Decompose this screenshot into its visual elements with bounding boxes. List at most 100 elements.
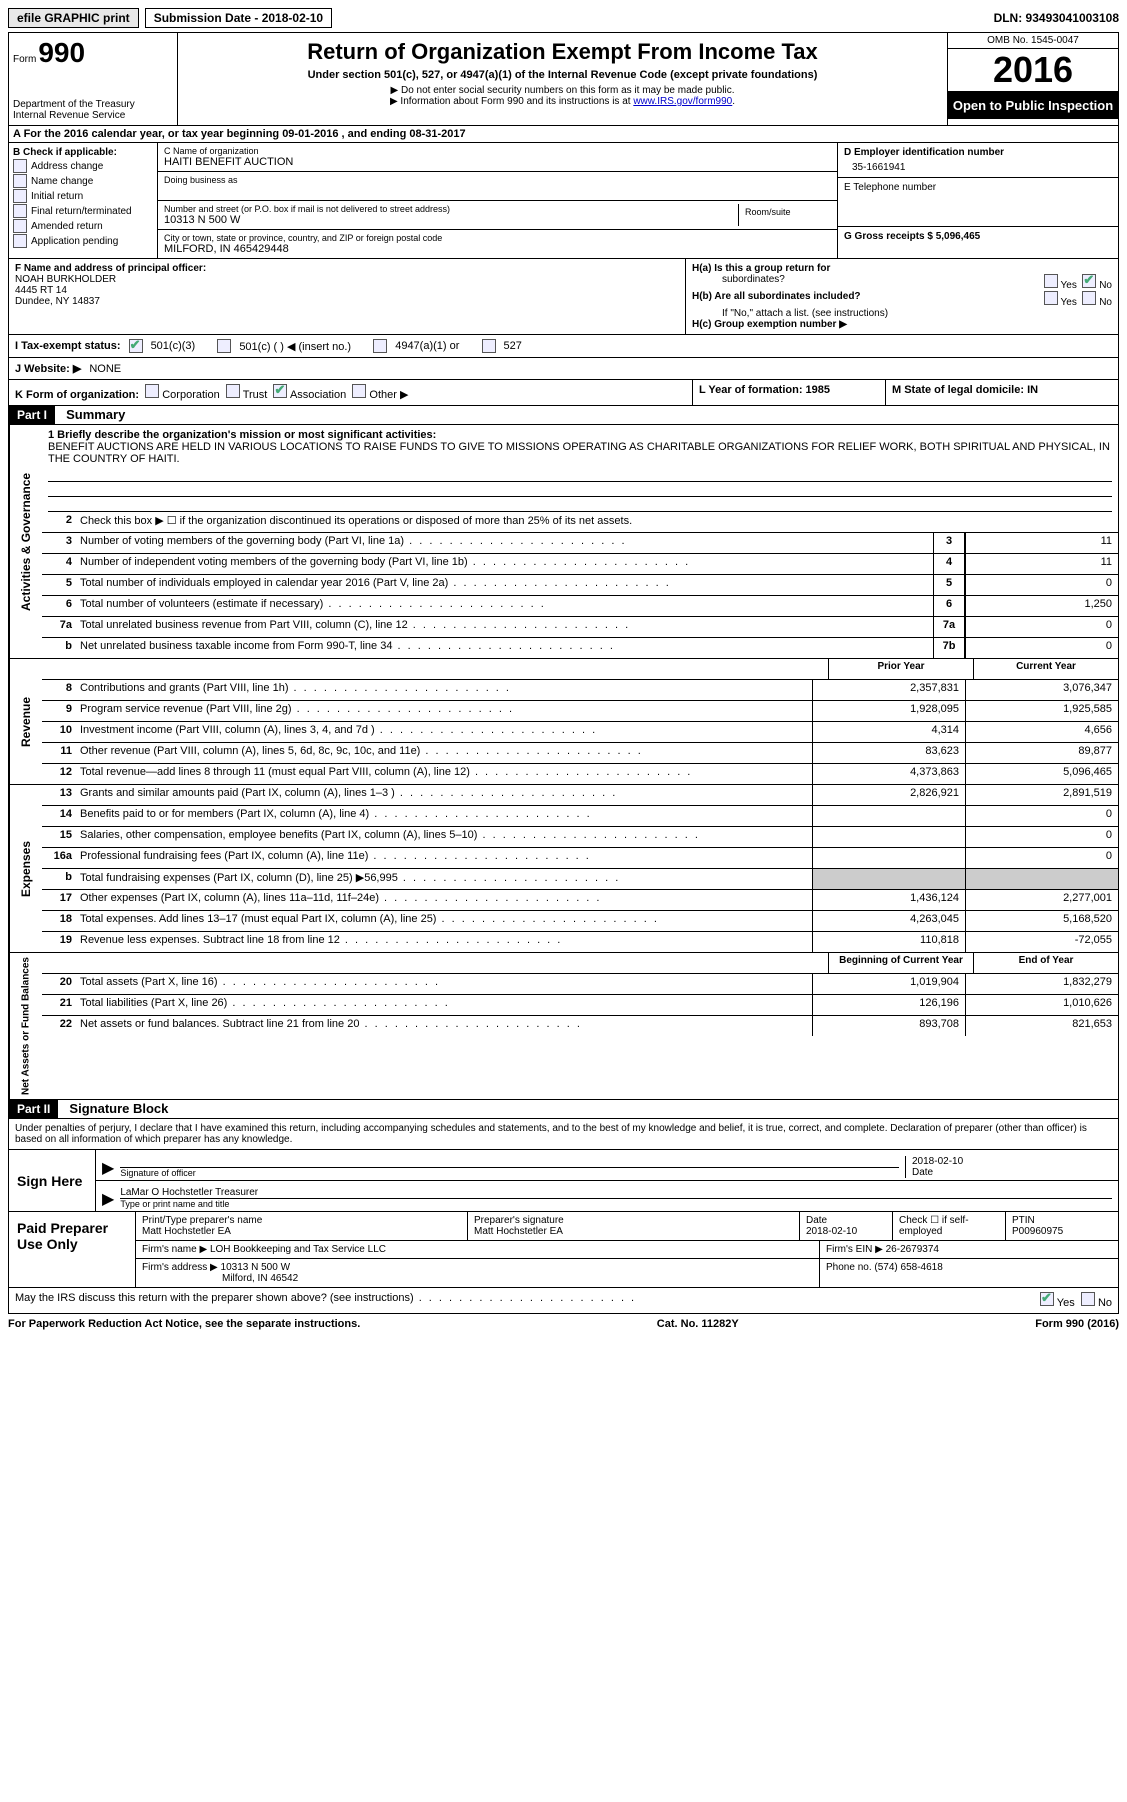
- curr-val: 1,925,585: [965, 701, 1118, 721]
- line-desc: Contributions and grants (Part VIII, lin…: [76, 680, 812, 700]
- line-val: 11: [965, 554, 1118, 574]
- mission-label: 1 Briefly describe the organization's mi…: [48, 429, 436, 441]
- ha-yes[interactable]: [1044, 274, 1058, 288]
- officer-name: NOAH BURKHOLDER: [15, 274, 116, 285]
- chk-initial-return[interactable]: [13, 189, 27, 203]
- firm-ein: 26-2679374: [886, 1244, 939, 1255]
- line-desc: Number of voting members of the governin…: [76, 533, 933, 553]
- paid-preparer-label: Paid Preparer Use Only: [9, 1212, 136, 1287]
- firm-name-label: Firm's name ▶: [142, 1244, 207, 1255]
- discuss-yes[interactable]: [1040, 1292, 1054, 1306]
- chk-4947[interactable]: [373, 339, 387, 353]
- officer-addr1: 4445 RT 14: [15, 285, 67, 296]
- chk-address-change[interactable]: [13, 159, 27, 173]
- section-f-h: F Name and address of principal officer:…: [8, 259, 1119, 335]
- line-box: 3: [933, 533, 965, 553]
- prior-val: 1,436,124: [812, 890, 965, 910]
- governance-section: Activities & Governance 1 Briefly descri…: [8, 425, 1119, 659]
- page-footer: For Paperwork Reduction Act Notice, see …: [8, 1318, 1119, 1330]
- chk-corp[interactable]: [145, 384, 159, 398]
- line-desc: Total revenue—add lines 8 through 11 (mu…: [76, 764, 812, 784]
- state-domicile: M State of legal domicile: IN: [892, 384, 1038, 396]
- firm-addr-label: Firm's address ▶: [142, 1262, 218, 1273]
- opt-4947: 4947(a)(1) or: [395, 340, 459, 352]
- chk-501c[interactable]: [217, 339, 231, 353]
- chk-amended[interactable]: [13, 219, 27, 233]
- street: 10313 N 500 W: [164, 214, 738, 226]
- note-info: ▶ Information about Form 990 and its ins…: [390, 96, 633, 107]
- chk-527[interactable]: [482, 339, 496, 353]
- line-val: 0: [965, 617, 1118, 637]
- dept-treasury: Department of the Treasury: [13, 99, 173, 110]
- form-title: Return of Organization Exempt From Incom…: [184, 39, 941, 65]
- preparer-sig-label: Preparer's signature: [474, 1215, 793, 1226]
- line-box: 7b: [933, 638, 965, 658]
- line-desc: Other expenses (Part IX, column (A), lin…: [76, 890, 812, 910]
- yes-lbl: Yes: [1061, 280, 1077, 291]
- dba-label: Doing business as: [164, 175, 831, 185]
- section-b-label: B Check if applicable:: [13, 147, 153, 158]
- firm-phone: (574) 658-4618: [874, 1262, 942, 1273]
- line-j: J Website: ▶ NONE: [8, 358, 1119, 380]
- curr-val: [965, 869, 1118, 889]
- line-desc: Total assets (Part X, line 16): [76, 974, 812, 994]
- curr-val: 0: [965, 806, 1118, 826]
- curr-val: 1,832,279: [965, 974, 1118, 994]
- hb-label: H(b) Are all subordinates included?: [692, 291, 861, 302]
- irs-label: Internal Revenue Service: [13, 110, 173, 121]
- footer-left: For Paperwork Reduction Act Notice, see …: [8, 1318, 360, 1330]
- chk-other[interactable]: [352, 384, 366, 398]
- revenue-section: Revenue Prior YearCurrent Year 8Contribu…: [8, 659, 1119, 785]
- hb-yes[interactable]: [1044, 291, 1058, 305]
- curr-val: -72,055: [965, 932, 1118, 952]
- opt-amended: Amended return: [31, 221, 103, 232]
- opt-527: 527: [504, 340, 522, 352]
- hb-no[interactable]: [1082, 291, 1096, 305]
- discuss-question: May the IRS discuss this return with the…: [15, 1292, 636, 1309]
- side-revenue: Revenue: [9, 659, 42, 784]
- ha-no[interactable]: [1082, 274, 1096, 288]
- curr-val: 1,010,626: [965, 995, 1118, 1015]
- form-number: 990: [38, 37, 85, 69]
- prior-val: 893,708: [812, 1016, 965, 1036]
- side-netassets: Net Assets or Fund Balances: [9, 953, 42, 1099]
- discuss-no[interactable]: [1081, 1292, 1095, 1306]
- part1-title: Summary: [58, 407, 125, 422]
- part1-label: Part I: [9, 406, 55, 424]
- hc-label: H(c) Group exemption number ▶: [692, 319, 847, 330]
- line-desc: Other revenue (Part VIII, column (A), li…: [76, 743, 812, 763]
- chk-trust[interactable]: [226, 384, 240, 398]
- signature-declaration: Under penalties of perjury, I declare th…: [8, 1119, 1119, 1150]
- firm-ein-label: Firm's EIN ▶: [826, 1244, 883, 1255]
- chk-501c3[interactable]: [129, 339, 143, 353]
- hdr-end-year: End of Year: [973, 953, 1118, 973]
- chk-assoc[interactable]: [273, 384, 287, 398]
- blank-line: [48, 497, 1112, 512]
- ptin-label: PTIN: [1012, 1215, 1112, 1226]
- chk-name-change[interactable]: [13, 174, 27, 188]
- line-box: 4: [933, 554, 965, 574]
- curr-val: 89,877: [965, 743, 1118, 763]
- dln: DLN: 93493041003108: [994, 11, 1119, 25]
- date-label: Date: [912, 1167, 1112, 1178]
- sign-date: 2018-02-10: [912, 1156, 1112, 1167]
- curr-val: 0: [965, 848, 1118, 868]
- line-desc: Benefits paid to or for members (Part IX…: [76, 806, 812, 826]
- opt-app-pending: Application pending: [31, 236, 118, 247]
- line-desc: Total number of individuals employed in …: [76, 575, 933, 595]
- prior-val: [812, 806, 965, 826]
- self-employed-check: Check ☐ if self-employed: [893, 1212, 1006, 1240]
- efile-print-button[interactable]: efile GRAPHIC print: [8, 8, 139, 28]
- prior-val: [812, 848, 965, 868]
- line-i: I Tax-exempt status: 501(c)(3) 501(c) ( …: [8, 335, 1119, 358]
- form-prefix: Form: [13, 54, 36, 65]
- line-desc: Net assets or fund balances. Subtract li…: [76, 1016, 812, 1036]
- prior-val: 4,314: [812, 722, 965, 742]
- chk-app-pending[interactable]: [13, 234, 27, 248]
- typed-name-label: Type or print name and title: [120, 1198, 1112, 1209]
- chk-final-return[interactable]: [13, 204, 27, 218]
- irs-link[interactable]: www.IRS.gov/form990: [633, 96, 732, 107]
- footer-cat: Cat. No. 11282Y: [657, 1318, 739, 1330]
- blank-line: [48, 482, 1112, 497]
- ha-label: H(a) Is this a group return for: [692, 263, 830, 274]
